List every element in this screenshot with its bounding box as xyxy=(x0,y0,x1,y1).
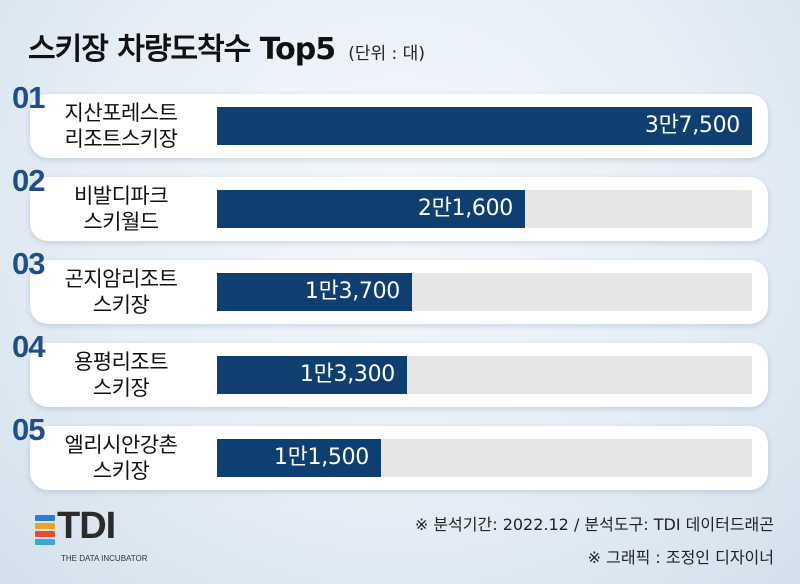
logo-stripe xyxy=(35,531,55,537)
bar-track: 1만3,700 xyxy=(217,273,752,311)
category-label: 용평리조트 스키장 xyxy=(73,350,169,400)
bar-row: 02 비발디파크 스키월드 2만1,600 xyxy=(0,163,800,245)
rank-label: 05 xyxy=(12,412,45,447)
logo-subtitle: THE DATA INCUBATOR xyxy=(61,554,148,563)
category-label: 비발디파크 스키월드 xyxy=(73,184,169,234)
category-label: 지산포레스트 리조트스키장 xyxy=(64,101,178,151)
bar-track: 1만3,300 xyxy=(217,356,752,394)
chart-title: 스키장 차량도착수 Top5 xyxy=(28,32,336,67)
data-label: 3만7,500 xyxy=(644,113,740,138)
rank-label: 01 xyxy=(12,80,45,115)
data-label: 1만1,500 xyxy=(273,445,369,470)
unit-label: (단위 : 대) xyxy=(348,44,425,64)
bar: 3만7,500 xyxy=(217,107,752,145)
bar: 2만1,600 xyxy=(217,190,525,228)
bar-row: 03 곤지암리조트 스키장 1만3,700 xyxy=(0,246,800,328)
data-label: 1만3,300 xyxy=(299,362,395,387)
logo-stripe xyxy=(35,523,55,529)
bar-row: 01 지산포레스트 리조트스키장 3만7,500 xyxy=(0,80,800,162)
bar-track: 1만1,500 xyxy=(217,439,752,477)
bar-row: 04 용평리조트 스키장 1만3,300 xyxy=(0,329,800,411)
bar: 1만1,500 xyxy=(217,439,381,477)
bar: 1만3,700 xyxy=(217,273,412,311)
tdi-logo: TDI THE DATA INCUBATOR xyxy=(35,505,175,575)
graphic-credit: ※ 그래픽 : 조정인 디자이너 xyxy=(587,548,774,567)
data-label: 2만1,600 xyxy=(417,196,513,221)
rank-label: 03 xyxy=(12,246,45,281)
rank-label: 04 xyxy=(12,329,45,364)
bar: 1만3,300 xyxy=(217,356,407,394)
data-label: 1만3,700 xyxy=(304,279,400,304)
logo-mark-icon xyxy=(35,515,55,547)
source-note: ※ 분석기간: 2022.12 / 분석도구: TDI 데이터드래곤 xyxy=(414,515,774,534)
rank-label: 02 xyxy=(12,163,45,198)
logo-stripe xyxy=(35,539,55,545)
category-label: 엘리시안강촌 스키장 xyxy=(64,433,178,483)
category-label: 곤지암리조트 스키장 xyxy=(64,267,178,317)
bar-track: 3만7,500 xyxy=(217,107,752,145)
bar-row: 05 엘리시안강촌 스키장 1만1,500 xyxy=(0,412,800,494)
logo-stripe xyxy=(35,515,55,521)
chart-header: 스키장 차량도착수 Top5 (단위 : 대) xyxy=(28,24,425,68)
bar-track: 2만1,600 xyxy=(217,190,752,228)
logo-text: TDI xyxy=(57,505,116,547)
